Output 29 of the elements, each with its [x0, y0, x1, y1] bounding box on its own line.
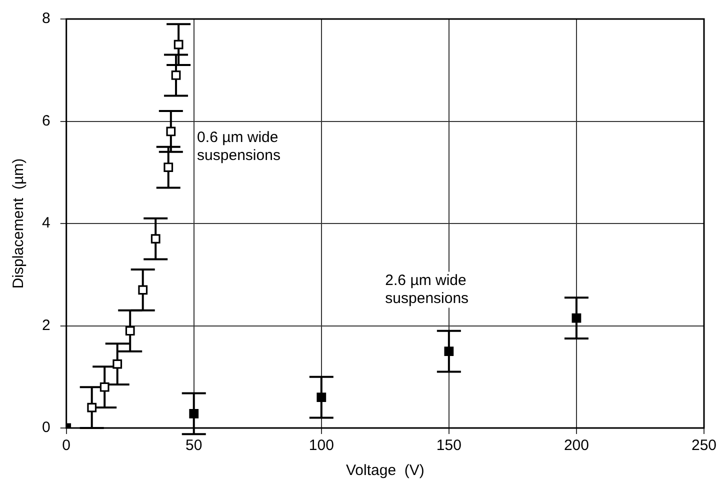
point — [87, 402, 97, 412]
point — [572, 313, 582, 323]
point — [444, 346, 454, 356]
point — [166, 126, 176, 136]
x-axis-title: Voltage (V) — [346, 462, 424, 480]
point — [164, 162, 174, 172]
point — [138, 285, 148, 295]
y-tick-label: 2 — [42, 316, 50, 334]
point — [150, 234, 160, 244]
y-tick-label: 0 — [42, 419, 50, 436]
x-tick-label: 200 — [564, 437, 589, 454]
point — [125, 326, 135, 336]
point — [112, 359, 122, 369]
point — [100, 382, 110, 392]
x-tick-label: 100 — [308, 437, 334, 454]
y-tick-label: 4 — [42, 214, 50, 232]
annotation: 0.6 µm wide suspensions — [197, 128, 280, 164]
x-tick-label: 150 — [436, 437, 462, 454]
x-tick-label: 0 — [62, 437, 71, 454]
point — [174, 40, 184, 50]
point — [171, 70, 181, 80]
x-tick-label: 50 — [186, 437, 202, 454]
y-tick-label: 8 — [42, 10, 50, 28]
point — [189, 408, 199, 418]
y-axis-title: Displacement (µm) — [10, 158, 28, 289]
annotation: 2.6 µm wide suspensions — [385, 272, 469, 307]
x-tick-label: 250 — [691, 437, 717, 454]
point — [316, 392, 326, 402]
y-tick-label: 6 — [42, 112, 50, 130]
